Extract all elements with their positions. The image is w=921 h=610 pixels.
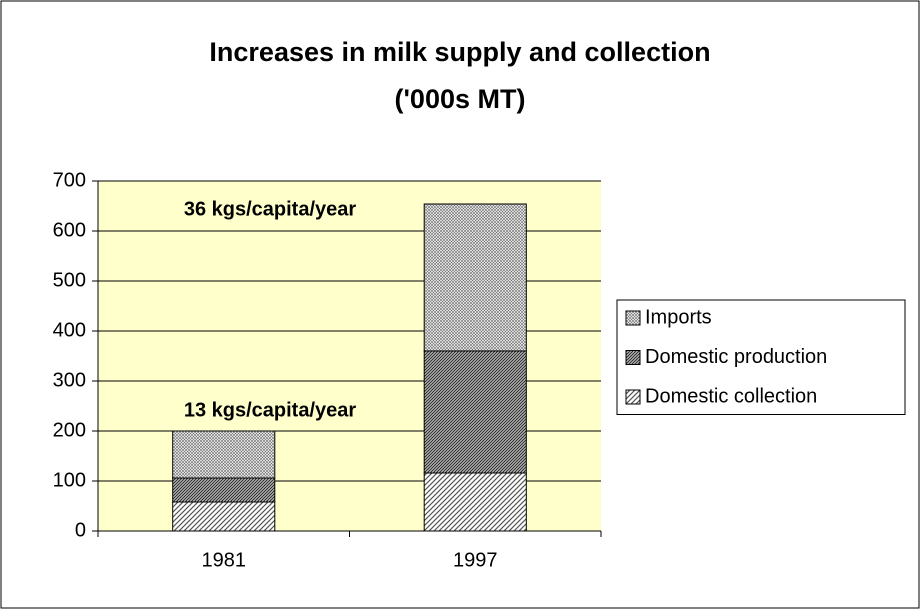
annotation: 13 kgs/capita/year [184, 399, 357, 421]
legend-swatch [625, 389, 641, 405]
annotation: 36 kgs/capita/year [184, 198, 357, 220]
x-tick-label: 1997 [453, 549, 498, 571]
x-tick-label: 1981 [202, 549, 247, 571]
bar-segment [423, 350, 527, 474]
y-tick-label: 700 [53, 169, 86, 191]
y-tick-label: 100 [53, 469, 86, 491]
chart-title: ('000s MT) [395, 84, 526, 114]
bar-segment [172, 477, 276, 503]
bar-segment [423, 203, 527, 352]
y-tick-label: 300 [53, 369, 86, 391]
y-tick-label: 500 [53, 269, 86, 291]
y-tick-label: 600 [53, 219, 86, 241]
y-tick-label: 0 [75, 519, 86, 541]
legend-label: Imports [645, 306, 712, 328]
bar-segment [423, 472, 527, 532]
chart-title: Increases in milk supply and collection [209, 37, 710, 67]
bar-segment [172, 430, 276, 479]
legend-swatch [625, 310, 641, 326]
y-tick-label: 200 [53, 419, 86, 441]
bar-segment [172, 501, 276, 532]
legend-box [616, 299, 906, 415]
legend-label: Domestic collection [645, 385, 817, 407]
legend-swatch [625, 350, 641, 365]
legend-label: Domestic production [645, 346, 827, 368]
y-tick-label: 400 [53, 319, 86, 341]
